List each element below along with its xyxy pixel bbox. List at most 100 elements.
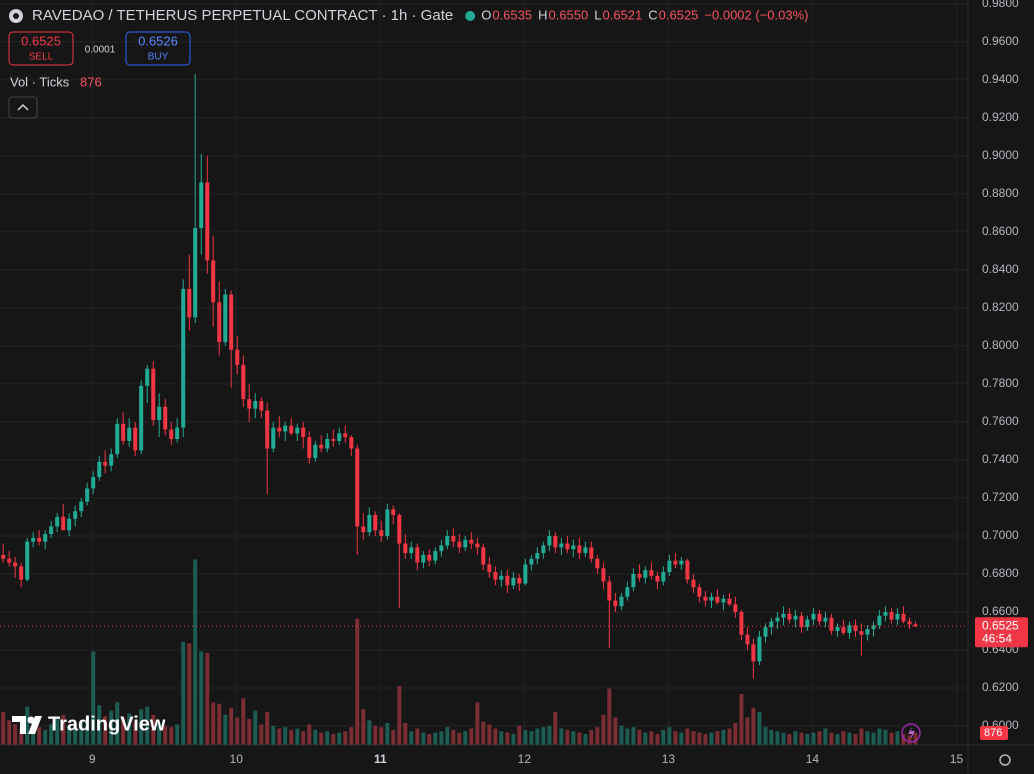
volume-bar: [253, 710, 258, 745]
volume-bar: [361, 709, 366, 745]
volume-bar: [139, 709, 144, 745]
sell-button[interactable]: [8, 31, 74, 66]
candle-body: [535, 553, 540, 559]
candle-body: [889, 611, 894, 620]
volume-bar: [859, 728, 864, 745]
replay-icon: [908, 727, 915, 740]
volume-bar: [823, 728, 828, 745]
candle-body: [331, 439, 336, 441]
volume-bar: [235, 717, 240, 745]
candle-body: [433, 551, 438, 561]
candle-body: [13, 562, 18, 567]
x-tick-label: 12: [518, 752, 532, 766]
volume-bar: [103, 716, 108, 745]
volume-bar: [115, 702, 120, 745]
volume-bar: [697, 732, 702, 745]
candle-body: [571, 545, 576, 550]
candle-body: [319, 444, 324, 449]
volume-bar: [637, 729, 642, 745]
candle-body: [871, 625, 876, 630]
volume-bar: [631, 727, 636, 745]
candle-body: [169, 429, 174, 440]
volume-bar: [247, 718, 252, 745]
volume-bar: [715, 731, 720, 745]
sell-price[interactable]: 0.6525: [21, 33, 61, 48]
legend-value: 0.6535: [492, 7, 532, 22]
candle-body: [499, 575, 504, 580]
volume-bar: [391, 729, 396, 745]
candle-body: [289, 425, 294, 434]
volume-bar: [769, 729, 774, 745]
x-tick-label: 14: [806, 752, 820, 766]
volume-bar: [763, 727, 768, 745]
volume-bar: [817, 731, 822, 745]
candle-body: [493, 572, 498, 580]
legend-change: −0.0002 (−0.03%): [704, 7, 808, 22]
volume-bar: [475, 702, 480, 745]
candle-body: [847, 625, 852, 633]
volume-bar: [127, 713, 132, 745]
buy-price[interactable]: 0.6526: [138, 33, 178, 48]
candle-body: [529, 558, 534, 565]
volume-bar: [589, 729, 594, 745]
y-tick-label: 0.7200: [982, 490, 1019, 504]
volume-bar: [565, 729, 570, 745]
volume-layer: [1, 559, 918, 745]
volume-bar: [517, 725, 522, 745]
y-tick-label: 0.9400: [982, 72, 1019, 86]
candle-body: [559, 543, 564, 548]
volume-bar: [523, 729, 528, 745]
candle-body: [313, 444, 318, 459]
candle-body: [487, 564, 492, 573]
candle-body: [301, 427, 306, 438]
candle-body: [205, 182, 210, 261]
volume-bar: [409, 731, 414, 745]
volume-bar: [793, 731, 798, 745]
candle-body: [109, 454, 114, 466]
y-tick-label: 0.8600: [982, 224, 1019, 238]
candle-body: [79, 501, 84, 512]
volume-bar: [193, 559, 198, 745]
candle-body: [343, 433, 348, 438]
volume-bar: [865, 731, 870, 745]
y-tick-label: 0.6200: [982, 680, 1019, 694]
x-tick-label: 9: [89, 752, 96, 766]
sell-label[interactable]: SELL: [29, 52, 54, 63]
volume-bar: [613, 717, 618, 745]
buy-label[interactable]: BUY: [148, 52, 169, 63]
candle-body: [157, 406, 162, 421]
candle-body: [781, 613, 786, 618]
candle-body: [463, 539, 468, 548]
order-panel: 0.6525 SELL 0.0001 0.6526 BUY: [8, 31, 191, 66]
candle-body: [355, 448, 360, 527]
volume-bar: [799, 732, 804, 745]
candle-body: [577, 545, 582, 554]
settings-button[interactable]: [999, 754, 1011, 766]
replay-button[interactable]: [901, 723, 921, 743]
volume-bar: [283, 727, 288, 745]
candle-body: [103, 461, 108, 466]
volume-bar: [451, 729, 456, 745]
candle-body: [901, 613, 906, 622]
volume-bar: [643, 732, 648, 745]
candle-body: [595, 558, 600, 569]
collapse-button[interactable]: [8, 96, 38, 119]
volume-bar: [619, 725, 624, 745]
candle-body: [907, 621, 912, 625]
volume-bar: [499, 731, 504, 745]
logo-text: TradingView: [48, 713, 166, 735]
candle-body: [307, 437, 312, 459]
volume-bar: [751, 707, 756, 745]
volume-bar: [439, 731, 444, 745]
last-price-badge: [975, 617, 1028, 648]
candle-body: [139, 385, 144, 451]
buy-button[interactable]: [125, 31, 191, 66]
volume-bar: [13, 724, 18, 745]
x-tick-label: 10: [230, 752, 244, 766]
candle-body: [805, 619, 810, 628]
volume-bar: [91, 651, 96, 745]
volume-bar: [649, 731, 654, 745]
volume-bar: [889, 732, 894, 745]
candle-body: [31, 537, 36, 542]
